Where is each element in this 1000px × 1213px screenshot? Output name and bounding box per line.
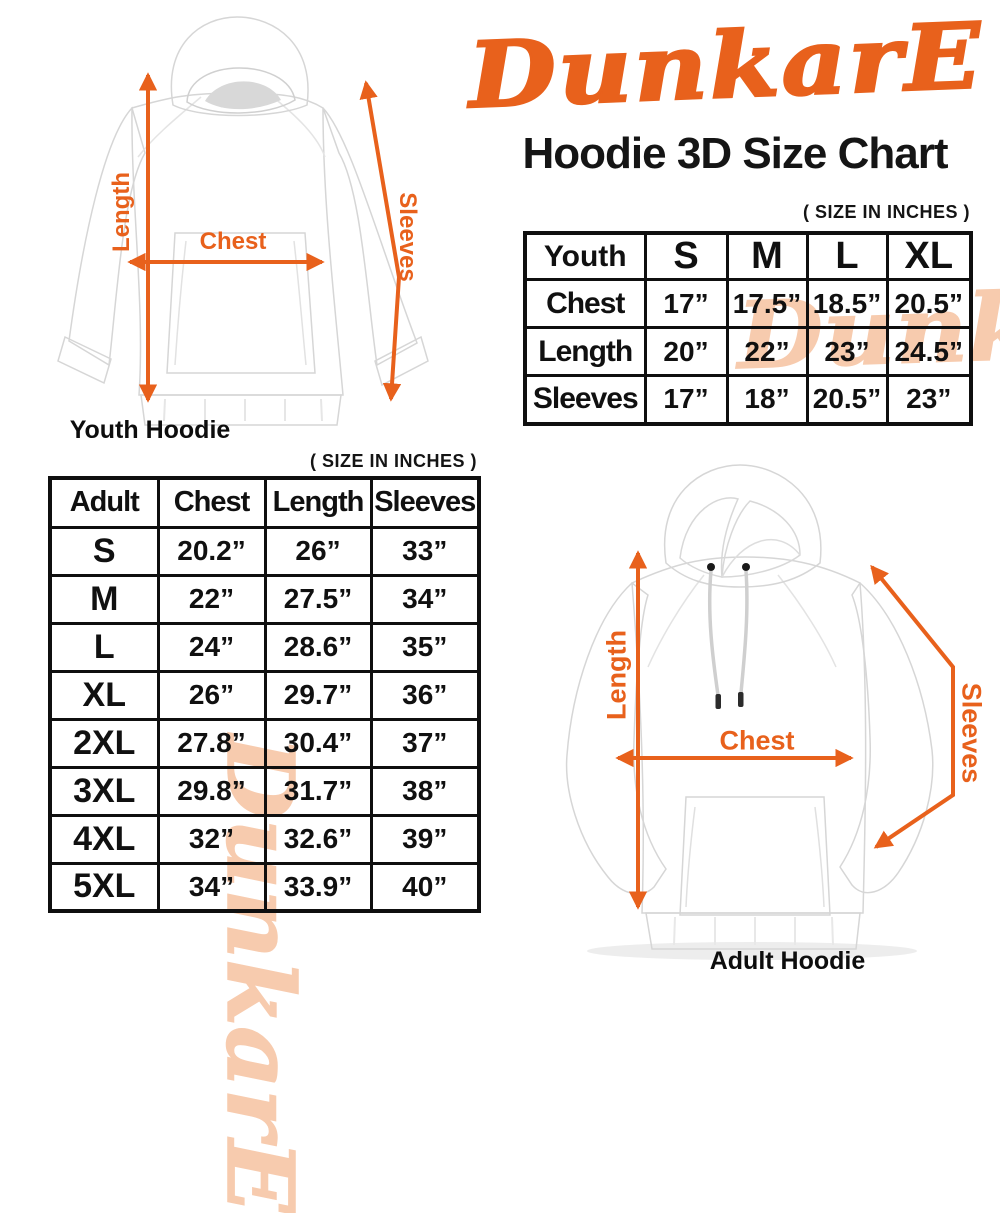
row-label-cell: Chest — [523, 278, 647, 329]
adult-length-label: Length — [601, 630, 632, 720]
value-cell: 32” — [156, 813, 267, 865]
youth-table-corner: Youth — [523, 231, 647, 281]
value-cell: 27.8” — [156, 717, 267, 769]
header-cell: M — [725, 231, 809, 281]
header-cell: Sleeves — [369, 476, 481, 529]
hoodie-right-sleeve — [322, 107, 418, 367]
value-cell: 20.5” — [805, 374, 889, 425]
adult-chest-label: Chest — [719, 725, 795, 756]
value-cell: 17.5” — [725, 278, 809, 329]
value-cell: 23” — [805, 326, 889, 377]
left-eyelet — [707, 563, 715, 571]
header-cell: Chest — [156, 476, 267, 529]
adult-figure-caption: Adult Hoodie — [709, 947, 866, 975]
value-cell: 28.6” — [263, 621, 373, 673]
value-cell: 33.9” — [263, 861, 373, 913]
youth-sleeves-label: Sleeves — [394, 192, 421, 282]
value-cell: 30.4” — [263, 717, 373, 769]
adult-sleeves-label: Sleeves — [956, 682, 987, 784]
right-aglet — [738, 692, 744, 707]
value-cell: 38” — [369, 765, 481, 817]
value-cell: 18.5” — [805, 278, 889, 329]
value-cell: 20.2” — [156, 525, 267, 577]
hoodie-left-sleeve — [68, 106, 146, 367]
value-cell: 22” — [725, 326, 809, 377]
value-cell: 26” — [156, 669, 267, 721]
youth-hoodie-image — [57, 16, 429, 426]
left-aglet — [715, 694, 721, 709]
header-cell: L — [805, 231, 889, 281]
hoodie-hem — [140, 394, 342, 426]
value-cell: 27.5” — [263, 573, 373, 625]
youth-size-table: Youth S M L XL Chest 17” 17.5” 18.5” 20.… — [523, 231, 973, 426]
youth-hoodie-figure: Length Chest Sleeves Youth Hoodie — [5, 5, 475, 455]
row-label-cell: 4XL — [48, 813, 160, 865]
row-label-cell: M — [48, 573, 160, 625]
hoodie-pocket — [166, 232, 316, 374]
row-label-cell: S — [48, 525, 160, 577]
value-cell: 24” — [156, 621, 267, 673]
value-cell: 35” — [369, 621, 481, 673]
adult-hoodie-image — [565, 464, 955, 960]
value-cell: 22” — [156, 573, 267, 625]
header-cell: Adult — [48, 476, 160, 529]
youth-size-note: ( SIZE IN INCHES ) — [802, 202, 970, 222]
sleeves-arrow — [870, 564, 955, 849]
row-label-cell: 5XL — [48, 861, 160, 913]
row-label-cell: 2XL — [48, 717, 160, 769]
value-cell: 37” — [369, 717, 481, 769]
hoodie-pocket — [679, 796, 831, 916]
value-cell: 40” — [369, 861, 481, 913]
value-cell: 23” — [885, 374, 973, 425]
header-cell: S — [643, 231, 729, 281]
left-drawstring — [707, 570, 720, 696]
right-drawstring — [739, 570, 749, 694]
value-cell: 24.5” — [885, 326, 973, 377]
value-cell: 32.6” — [263, 813, 373, 865]
value-cell: 20” — [643, 326, 729, 377]
row-label-cell: 3XL — [48, 765, 160, 817]
value-cell: 34” — [369, 573, 481, 625]
value-cell: 18” — [725, 374, 809, 425]
header-cell: Length — [263, 476, 373, 529]
hoodie-hem — [645, 912, 861, 950]
value-cell: 36” — [369, 669, 481, 721]
value-cell: 34” — [156, 861, 267, 913]
brand-logo-text: DunkarE — [464, 2, 986, 131]
value-cell: 17” — [643, 374, 729, 425]
value-cell: 31.7” — [263, 765, 373, 817]
header-cell: XL — [885, 231, 973, 281]
value-cell: 26” — [263, 525, 373, 577]
youth-chest-label: Chest — [199, 228, 267, 255]
hoodie-left-cuff — [57, 335, 112, 385]
value-cell: 20.5” — [885, 278, 973, 329]
sleeves-arrow — [359, 80, 402, 402]
youth-length-label: Length — [108, 172, 135, 252]
row-label-cell: XL — [48, 669, 160, 721]
row-label-cell: Length — [523, 326, 647, 377]
row-label-cell: Sleeves — [523, 374, 647, 425]
hood-opening — [679, 497, 740, 578]
hoodie-hood — [663, 464, 822, 588]
value-cell: 29.7” — [263, 669, 373, 721]
adult-hoodie-figure: Length Chest Sleeves Adult Hoodie — [480, 455, 1000, 1000]
right-eyelet — [742, 563, 750, 571]
value-cell: 17” — [643, 278, 729, 329]
value-cell: 33” — [369, 525, 481, 577]
brand-logo: DunkarE — [458, 2, 993, 131]
adult-size-note: ( SIZE IN INCHES ) — [309, 451, 477, 471]
row-label-cell: L — [48, 621, 160, 673]
value-cell: 29.8” — [156, 765, 267, 817]
hoodie-hood — [170, 16, 309, 117]
adult-size-table: Adult Chest Length Sleeves S 20.2” 26” 3… — [48, 476, 481, 913]
hoodie-right-sleeve — [839, 581, 934, 894]
value-cell: 39” — [369, 813, 481, 865]
hood-opening — [186, 67, 296, 114]
page-title: Hoodie 3D Size Chart — [522, 129, 949, 178]
youth-figure-caption: Youth Hoodie — [69, 416, 231, 444]
